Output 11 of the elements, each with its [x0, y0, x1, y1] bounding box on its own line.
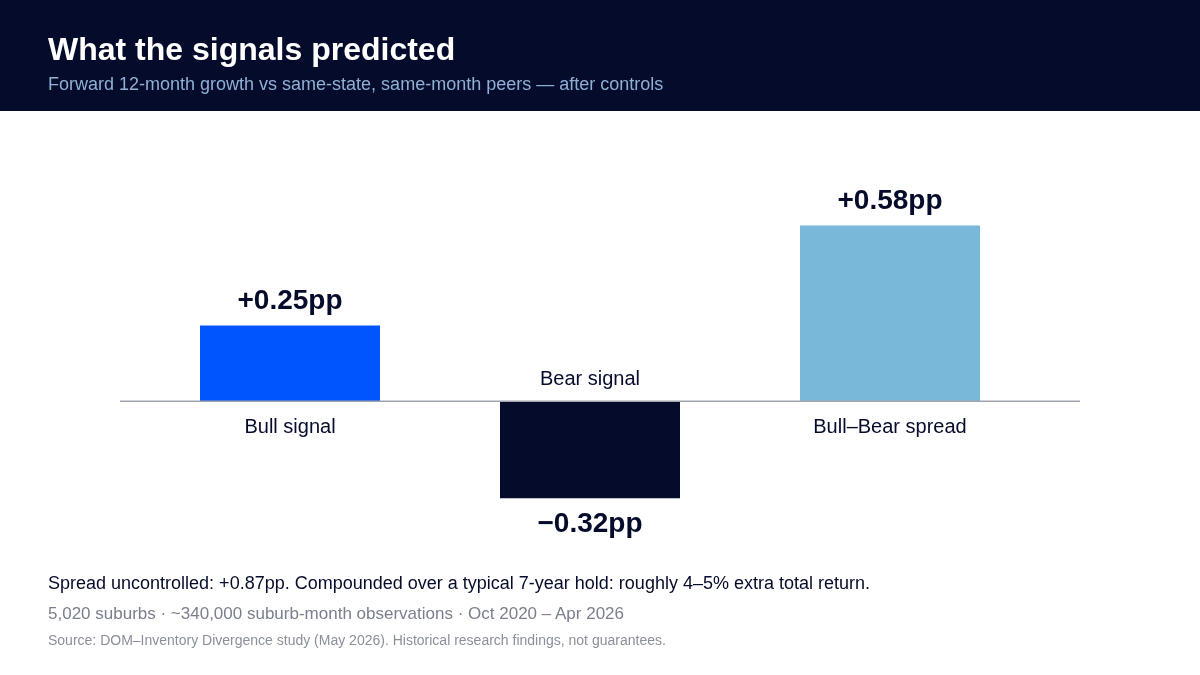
chart-subtitle: Forward 12-month growth vs same-state, same-month peers — after controls: [48, 74, 665, 95]
data-label: +0.25pp: [237, 284, 343, 316]
data-label: −0.32pp: [537, 506, 643, 538]
data-label: +0.58pp: [837, 184, 943, 216]
chart-title: What the signals predicted: [48, 30, 457, 68]
source-note: Source: DOM–Inventory Divergence study (May 2026). Historical research findings, not guarantees.: [48, 632, 667, 648]
x-tick-label: Bear signal: [539, 366, 641, 389]
x-tick-label: Bull–Bear spread: [813, 414, 967, 437]
x-tick-label: Bull signal: [244, 414, 336, 437]
text: Spread uncontrolled: +0.87pp. Compounded over a typical 7-year hold: roughly 4–5% extra total return.: [48, 573, 871, 594]
text: 5,020 suburbs · ~340,000 suburb-month observations · Oct 2020 – Apr 2026: [48, 604, 625, 624]
